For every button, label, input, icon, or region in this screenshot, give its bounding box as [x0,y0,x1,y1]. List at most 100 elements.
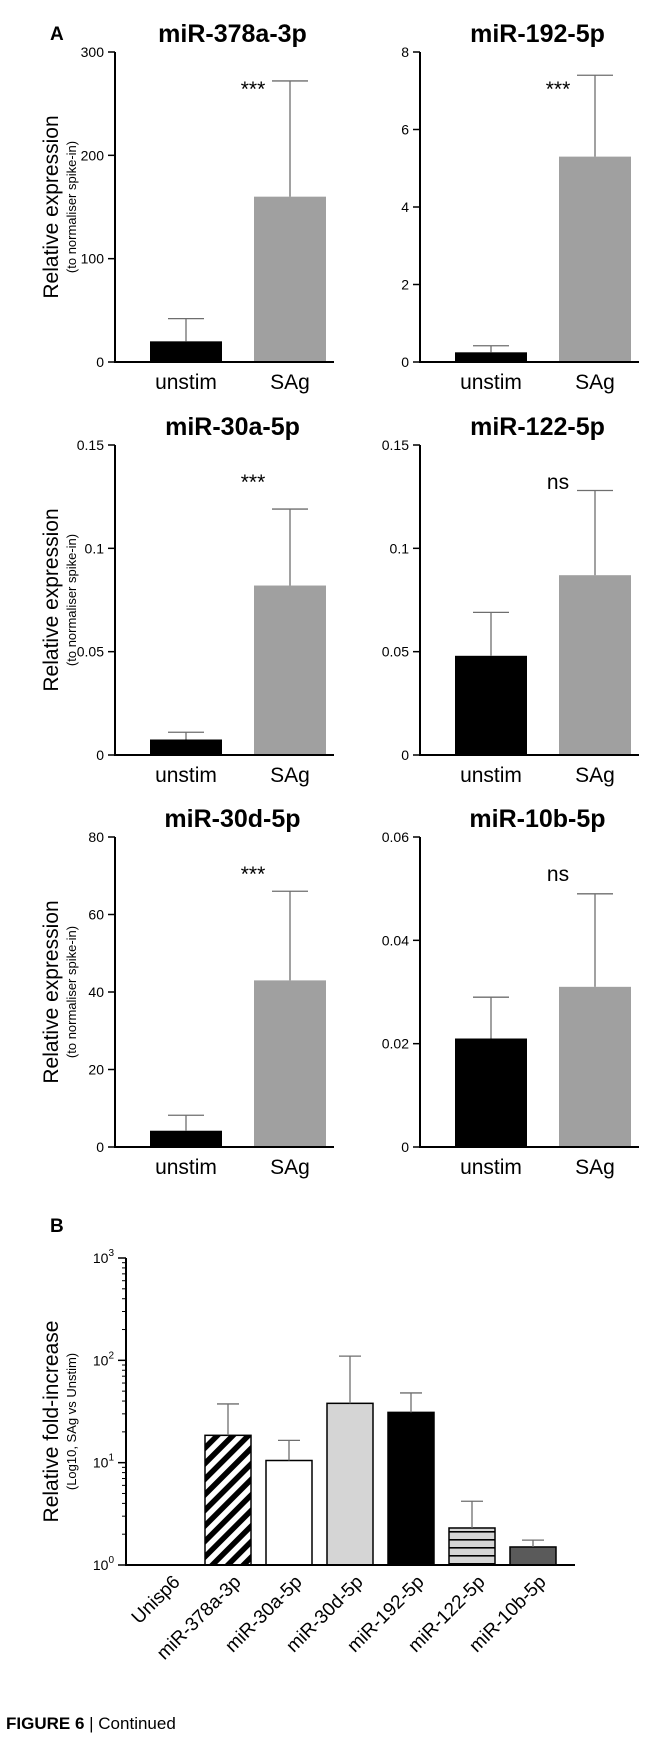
y-tick-base: 10 [93,1455,109,1471]
category-label: unstim [155,1156,217,1179]
y-tick-label: 2 [401,277,409,293]
significance-label: *** [241,863,266,886]
y-tick-exponent: 2 [108,1350,114,1361]
bar-unstim [455,1038,527,1147]
y-tick-exponent: 3 [108,1248,114,1259]
bar-unstim [150,1130,222,1147]
y-tick-label: 0 [401,1139,409,1155]
category-label: SAg [575,1156,615,1179]
category-label: SAg [270,1156,310,1179]
bar-miR-378a-3p [204,1434,252,1566]
panel-label-a: A [50,24,64,45]
panel-label-b: B [50,1216,64,1237]
y-tick-label: 0.15 [382,437,409,453]
y-tick-label: 20 [88,1062,104,1078]
y-axis-label: Relative fold-increase [40,1321,63,1523]
category-label: Unisp6 [128,1572,185,1629]
significance-label: *** [241,471,266,494]
y-tick-label: 8 [401,44,409,60]
chart-miR-192-5p: miR-192-5p unstim SAg 0 2 4 6 8 *** [401,20,639,394]
y-tick-label: 300 [81,44,105,60]
y-axis-sublabel: (to normaliser spike-in) [64,141,79,273]
chart-title: miR-122-5p [470,413,605,441]
y-tick-label: 100 [93,1555,115,1573]
bar-SAg [254,196,326,362]
y-tick-base: 10 [93,1250,109,1266]
y-tick-label: 0.02 [382,1036,409,1052]
caption-separator: | [84,1714,99,1733]
caption-suffix: Continued [98,1714,176,1733]
bar-SAg [559,156,631,362]
y-tick-exponent: 1 [108,1453,114,1464]
y-tick-label: 0.15 [77,437,104,453]
bar-SAg [559,986,631,1147]
bar-unstim [455,352,527,362]
chart-miR-10b-5p: miR-10b-5p unstim SAg 0 0.02 0.04 0.06 ns [382,805,639,1179]
bar-SAg [559,575,631,755]
y-tick-label: 4 [401,199,409,215]
y-axis-label: Relative expression [40,900,63,1083]
category-label: SAg [575,371,615,394]
y-tick-label: 0 [96,354,104,370]
chart-title: miR-30d-5p [164,805,300,833]
category-label: unstim [460,1156,522,1179]
y-tick-label: 40 [88,984,104,1000]
y-tick-exponent: 0 [108,1555,114,1566]
bar-SAg [254,980,326,1147]
significance-label: *** [241,78,266,101]
y-tick-label: 200 [81,147,105,163]
bar-unstim [150,341,222,362]
category-label: SAg [270,764,310,787]
significance-label: *** [546,78,571,101]
category-label: unstim [155,764,217,787]
bar-unstim [455,655,527,755]
y-tick-label: 0 [401,747,409,763]
chart-title: miR-378a-3p [158,20,307,48]
y-tick-label: 60 [88,907,104,923]
y-axis-sublabel: (to normaliser spike-in) [64,926,79,1058]
chart-miR-30a-5p: miR-30a-5p unstim SAg 0 0.05 0.1 0.15 *** Relati… [40,413,334,787]
y-tick-label: 0.1 [390,540,410,556]
figure-number: FIGURE 6 [6,1714,85,1733]
y-tick-label: 80 [88,829,104,845]
y-tick-label: 0 [401,354,409,370]
chart-title: miR-192-5p [470,20,605,48]
figure-caption: FIGURE 6 | Continued [6,1714,176,1734]
chart-title: miR-30a-5p [165,413,300,441]
y-axis-label: Relative expression [40,508,63,691]
category-label: unstim [460,764,522,787]
y-tick-label: 0.05 [382,644,409,660]
category-label: SAg [575,764,615,787]
y-axis-sublabel: (to normaliser spike-in) [64,534,79,666]
y-tick-base: 10 [93,1352,109,1368]
bar-miR-122-5p [448,1527,496,1566]
chart-miR-30d-5p: miR-30d-5p unstim SAg 0 20 40 60 80 *** Relative … [40,805,334,1179]
category-label: unstim [460,371,522,394]
y-tick-label: 0.06 [382,829,409,845]
y-axis-label: Relative expression [40,115,63,298]
bar-miR-30a-5p [265,1459,313,1566]
chart-miR-122-5p: miR-122-5p unstim SAg 0 0.05 0.1 0.15 ns [382,413,639,787]
chart-miR-378a-3p: miR-378a-3p unstim SAg 0 100 200 300 *** Relativ… [40,20,334,394]
y-tick-label: 0 [96,747,104,763]
y-tick-label: 101 [93,1453,115,1471]
bar-miR-30d-5p [326,1402,374,1566]
y-tick-label: 102 [93,1350,115,1368]
category-label: SAg [270,371,310,394]
bar-miR-192-5p [387,1411,435,1566]
y-tick-label: 0.05 [77,644,104,660]
y-tick-label: 0.04 [382,932,409,948]
y-tick-base: 10 [93,1557,109,1573]
significance-label: ns [547,863,569,886]
bar-miR-10b-5p [509,1546,557,1566]
y-tick-label: 6 [401,122,409,138]
y-axis-sublabel: (Log10, SAg vs Unstim) [64,1353,79,1490]
chart-title: miR-10b-5p [469,805,605,833]
bar-SAg [254,585,326,755]
y-tick-label: 0 [96,1139,104,1155]
y-tick-label: 100 [81,251,105,267]
y-tick-label: 0.1 [85,540,105,556]
significance-label: ns [547,471,569,494]
